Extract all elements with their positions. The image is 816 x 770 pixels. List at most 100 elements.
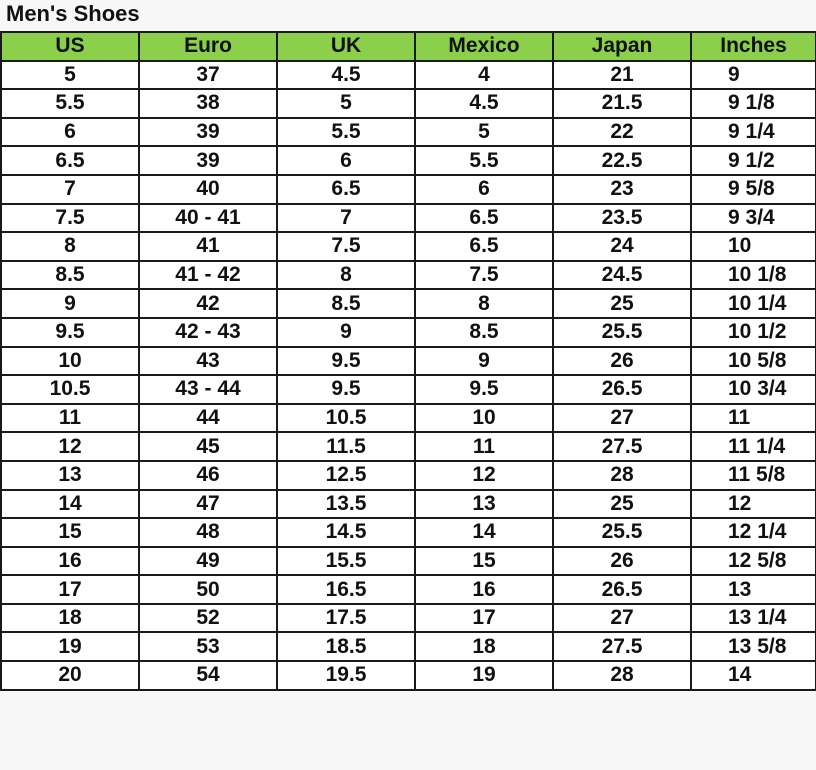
cell-japan: 21 [552, 59, 692, 91]
cell-uk: 8 [276, 259, 416, 291]
cell-mexico: 4.5 [414, 88, 554, 119]
table-row: 7 40 6.5 6 23 9 5/8 [0, 173, 816, 205]
cell-inches: 12 [690, 488, 816, 520]
cell-inches: 12 5/8 [690, 545, 816, 577]
cell-uk: 13.5 [276, 488, 416, 520]
cell-euro: 39 [138, 116, 278, 148]
cell-inches: 10 5/8 [690, 345, 816, 377]
table-row: 8 41 7.5 6.5 24 10 [0, 231, 816, 262]
cell-us: 7 [0, 173, 140, 205]
cell-inches: 9 5/8 [690, 173, 816, 205]
cell-euro: 41 [138, 231, 278, 262]
table-row: 9 42 8.5 8 25 10 1/4 [0, 288, 816, 319]
table-row: 8.5 41 - 42 8 7.5 24.5 10 1/8 [0, 259, 816, 291]
cell-uk: 6 [276, 145, 416, 176]
cell-japan: 21.5 [552, 88, 692, 119]
cell-us: 20 [0, 660, 140, 691]
cell-japan: 28 [552, 459, 692, 491]
cell-mexico: 6.5 [414, 202, 554, 234]
cell-uk: 7 [276, 202, 416, 234]
table-row: 10 43 9.5 9 26 10 5/8 [0, 345, 816, 377]
cell-japan: 27 [552, 402, 692, 434]
cell-inches: 10 1/8 [690, 259, 816, 291]
table-row: 9.5 42 - 43 9 8.5 25.5 10 1/2 [0, 316, 816, 348]
cell-us: 18 [0, 602, 140, 634]
cell-inches: 9 [690, 59, 816, 91]
cell-mexico: 17 [414, 602, 554, 634]
cell-mexico: 8 [414, 288, 554, 319]
cell-euro: 40 [138, 173, 278, 205]
table-row: 18 52 17.5 17 27 13 1/4 [0, 602, 816, 634]
cell-uk: 9.5 [276, 345, 416, 377]
cell-us: 6.5 [0, 145, 140, 176]
cell-euro: 38 [138, 88, 278, 119]
size-chart-table: US Euro UK Mexico Japan Inches 5 37 4.5 4 21 9 5.5 3… [0, 31, 816, 691]
cell-euro: 49 [138, 545, 278, 577]
table-row: 11 44 10.5 10 27 11 [0, 402, 816, 434]
table-row: 12 45 11.5 11 27.5 11 1/4 [0, 431, 816, 462]
column-header-mexico: Mexico [414, 31, 554, 62]
cell-japan: 26 [552, 545, 692, 577]
table-row: 13 46 12.5 12 28 11 5/8 [0, 459, 816, 491]
cell-japan: 24 [552, 231, 692, 262]
cell-euro: 52 [138, 602, 278, 634]
cell-inches: 13 1/4 [690, 602, 816, 634]
cell-japan: 26 [552, 345, 692, 377]
cell-uk: 9.5 [276, 374, 416, 405]
table-row: 19 53 18.5 18 27.5 13 5/8 [0, 631, 816, 663]
cell-japan: 27.5 [552, 631, 692, 663]
table-row: 5.5 38 5 4.5 21.5 9 1/8 [0, 88, 816, 119]
cell-japan: 24.5 [552, 259, 692, 291]
cell-us: 8.5 [0, 259, 140, 291]
cell-inches: 13 5/8 [690, 631, 816, 663]
cell-mexico: 16 [414, 574, 554, 605]
cell-euro: 42 [138, 288, 278, 319]
cell-euro: 37 [138, 59, 278, 91]
cell-euro: 43 - 44 [138, 374, 278, 405]
cell-inches: 10 3/4 [690, 374, 816, 405]
cell-us: 10 [0, 345, 140, 377]
table-row: 7.5 40 - 41 7 6.5 23.5 9 3/4 [0, 202, 816, 234]
cell-uk: 4.5 [276, 59, 416, 91]
cell-mexico: 10 [414, 402, 554, 434]
cell-uk: 19.5 [276, 660, 416, 691]
cell-us: 17 [0, 574, 140, 605]
cell-us: 6 [0, 116, 140, 148]
cell-japan: 27.5 [552, 431, 692, 462]
cell-inches: 10 1/4 [690, 288, 816, 319]
cell-japan: 25 [552, 488, 692, 520]
cell-uk: 14.5 [276, 517, 416, 548]
cell-inches: 9 1/8 [690, 88, 816, 119]
table-row: 6 39 5.5 5 22 9 1/4 [0, 116, 816, 148]
cell-inches: 9 1/2 [690, 145, 816, 176]
column-header-us: US [0, 31, 140, 62]
cell-inches: 11 1/4 [690, 431, 816, 462]
cell-uk: 5.5 [276, 116, 416, 148]
column-header-uk: UK [276, 31, 416, 62]
cell-us: 19 [0, 631, 140, 663]
cell-us: 5.5 [0, 88, 140, 119]
cell-uk: 5 [276, 88, 416, 119]
table-row: 15 48 14.5 14 25.5 12 1/4 [0, 517, 816, 548]
cell-inches: 10 1/2 [690, 316, 816, 348]
cell-euro: 42 - 43 [138, 316, 278, 348]
cell-us: 8 [0, 231, 140, 262]
cell-uk: 10.5 [276, 402, 416, 434]
cell-mexico: 7.5 [414, 259, 554, 291]
cell-mexico: 11 [414, 431, 554, 462]
cell-inches: 13 [690, 574, 816, 605]
cell-us: 9.5 [0, 316, 140, 348]
cell-japan: 25.5 [552, 517, 692, 548]
table-row: 20 54 19.5 19 28 14 [0, 660, 816, 691]
cell-inches: 12 1/4 [690, 517, 816, 548]
cell-uk: 16.5 [276, 574, 416, 605]
cell-euro: 43 [138, 345, 278, 377]
cell-mexico: 19 [414, 660, 554, 691]
cell-japan: 22 [552, 116, 692, 148]
cell-japan: 22.5 [552, 145, 692, 176]
cell-mexico: 18 [414, 631, 554, 663]
cell-japan: 27 [552, 602, 692, 634]
cell-euro: 54 [138, 660, 278, 691]
cell-japan: 25.5 [552, 316, 692, 348]
cell-euro: 48 [138, 517, 278, 548]
